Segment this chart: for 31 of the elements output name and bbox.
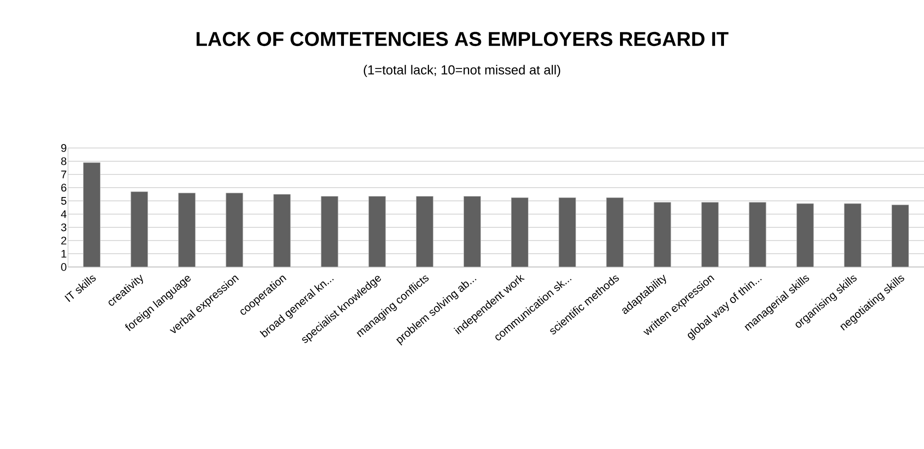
- bar: [558, 197, 576, 267]
- bar: [130, 191, 148, 267]
- bar: [892, 204, 909, 267]
- bar: [701, 202, 719, 267]
- chart-title: LACK OF COMTETENCIES AS EMPLOYERS REGARD IT: [196, 32, 728, 46]
- y-tick-label: 1: [62, 250, 66, 258]
- y-tick-label: 6: [61, 184, 66, 192]
- bar: [748, 202, 766, 267]
- bar: [273, 194, 291, 267]
- y-tick-label: 9: [61, 144, 66, 152]
- bar: [464, 196, 481, 267]
- bar: [320, 196, 338, 267]
- bar: [178, 192, 196, 267]
- y-tick-label: 3: [61, 223, 66, 232]
- bar: [416, 196, 434, 267]
- bar: [654, 202, 672, 267]
- bar: [511, 197, 528, 267]
- bar: [844, 203, 862, 267]
- bar: [796, 203, 814, 267]
- y-tick-label: 5: [61, 197, 66, 205]
- bar: [606, 197, 624, 267]
- y-tick-label: 2: [61, 236, 66, 244]
- x-tick-label: IT skills: [64, 276, 96, 302]
- y-tick-label: 4: [60, 210, 66, 218]
- bar: [226, 192, 244, 267]
- chart-subtitle: (1=total lack; 10=not missed at all): [364, 64, 560, 78]
- bar: [83, 162, 100, 267]
- y-tick-label: 7: [61, 170, 66, 178]
- bar: [368, 196, 386, 267]
- y-tick-label: 8: [61, 157, 66, 166]
- y-tick-label: 0: [61, 263, 66, 271]
